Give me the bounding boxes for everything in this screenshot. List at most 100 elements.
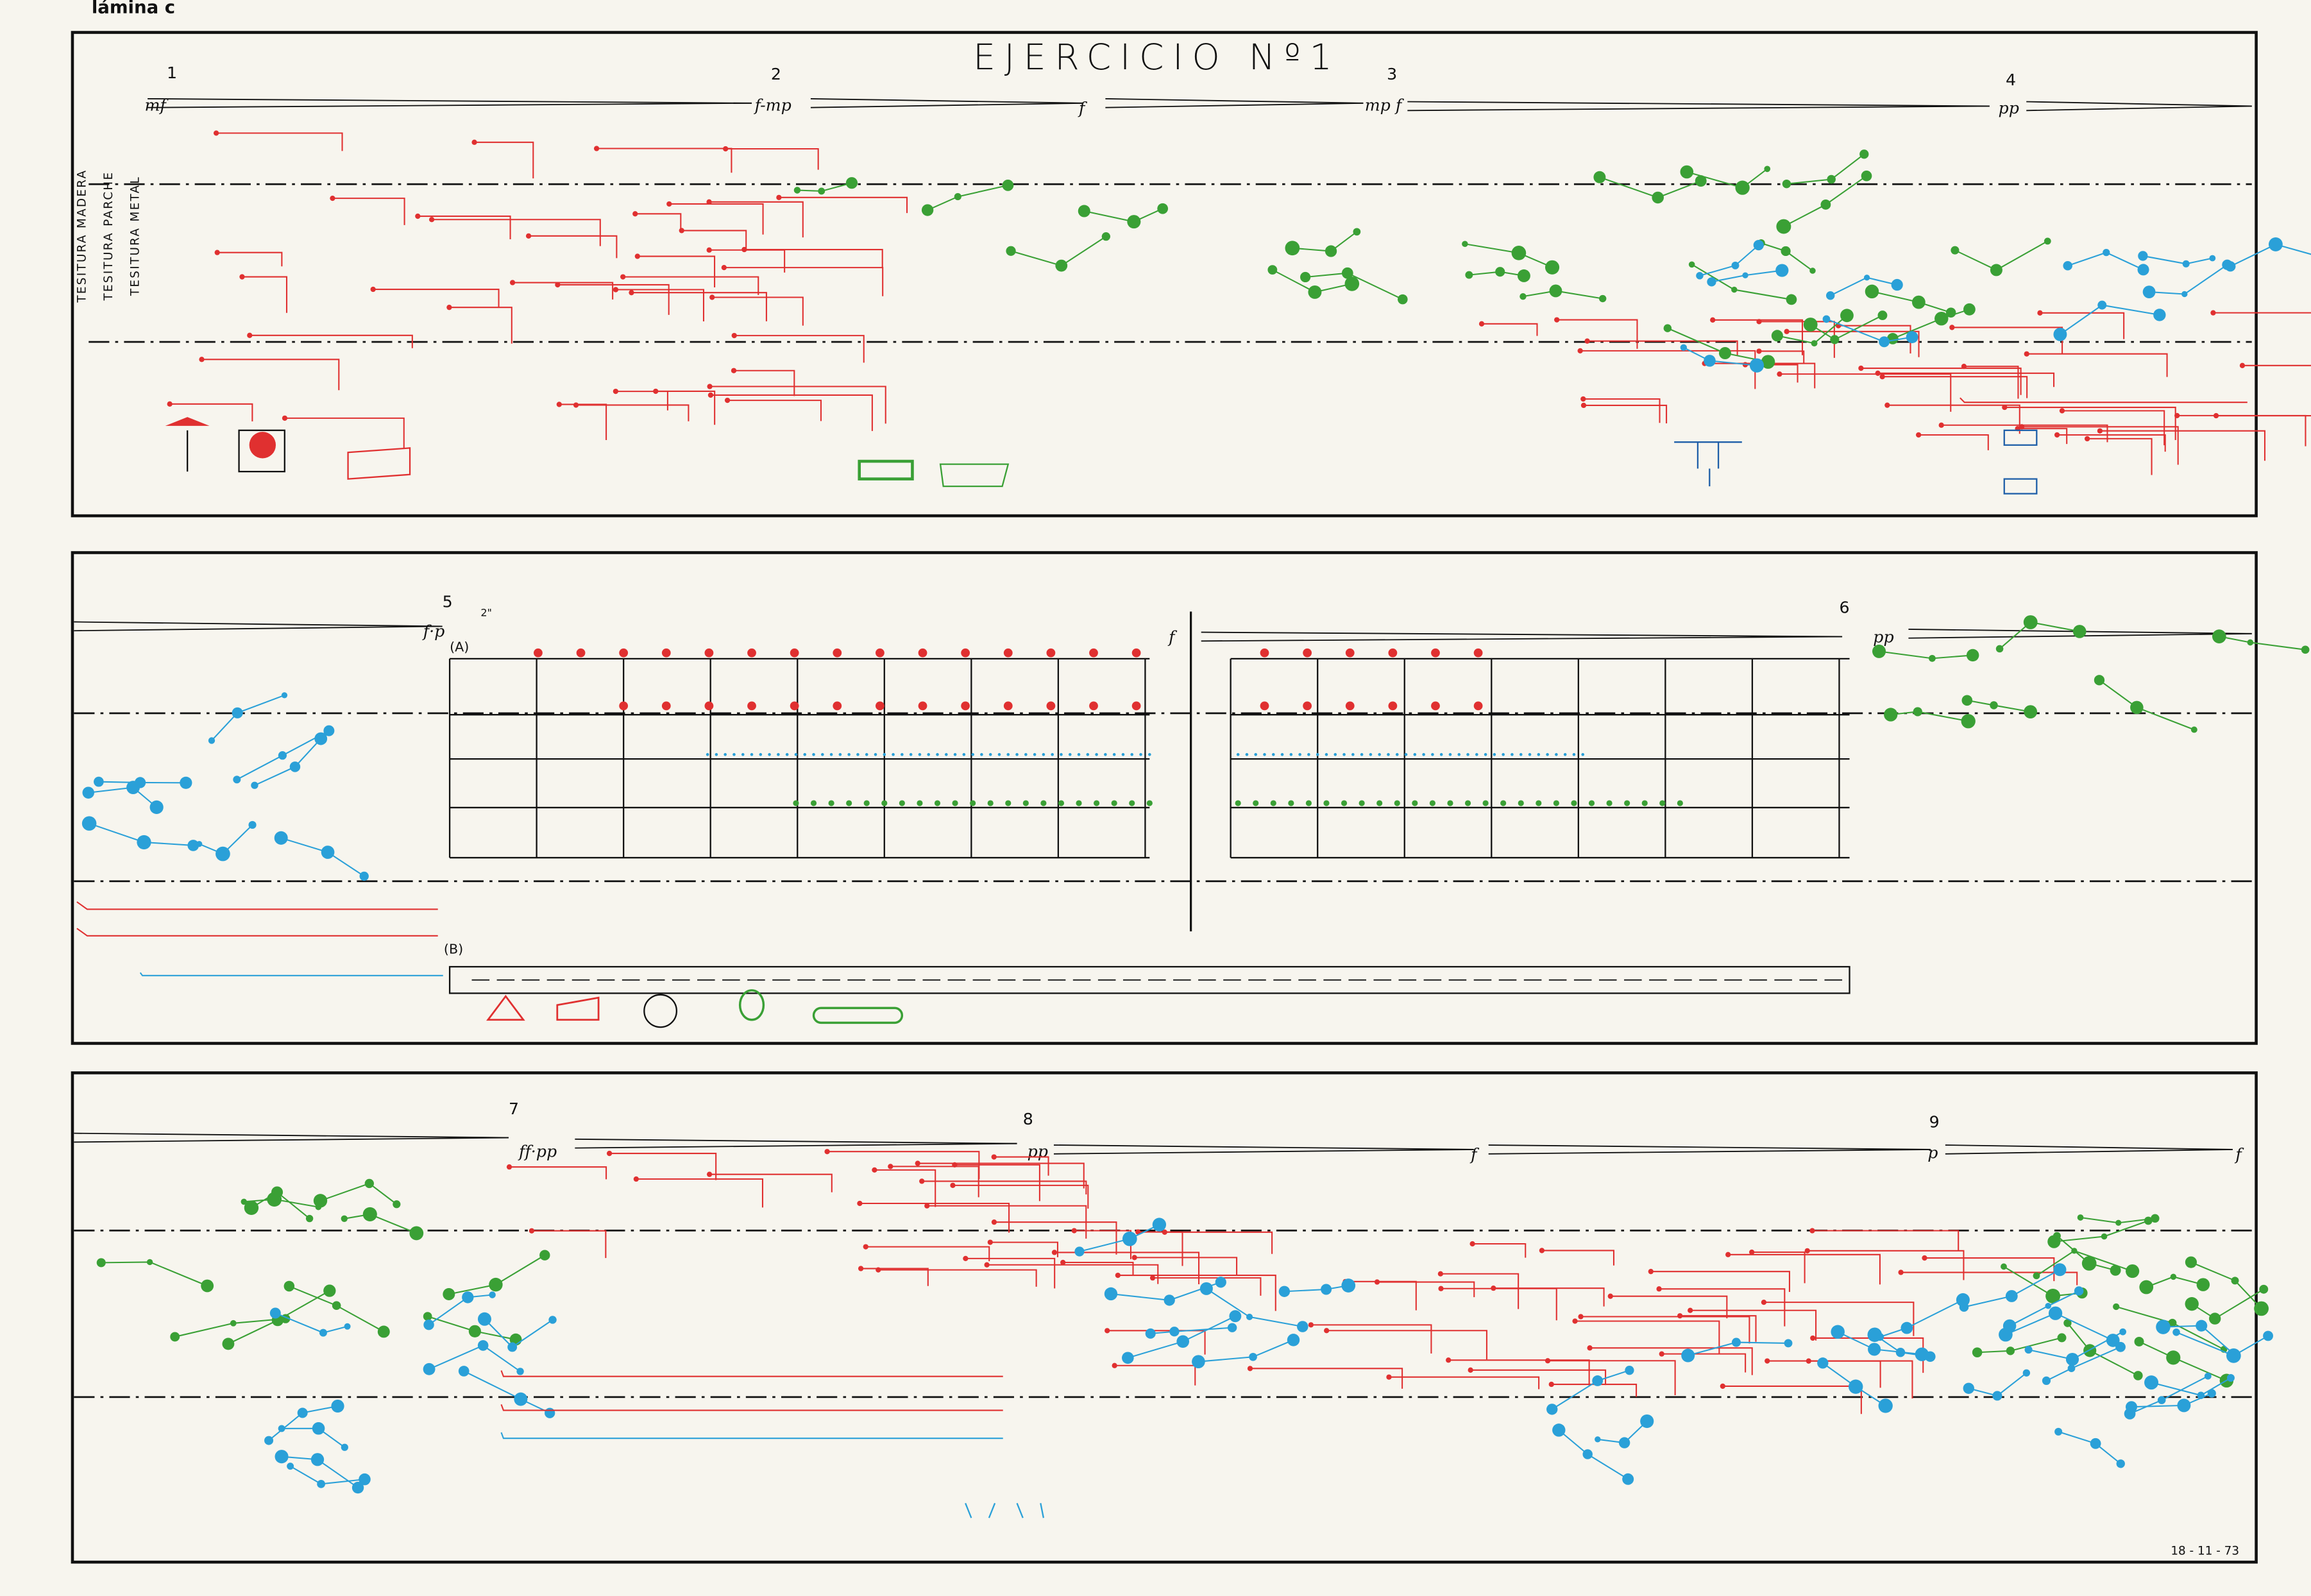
note [666, 201, 672, 207]
note [824, 1149, 830, 1155]
note-link [1272, 269, 1353, 293]
step-line [623, 276, 759, 295]
note [723, 146, 729, 152]
note [2125, 1401, 2138, 1413]
step-line [531, 1230, 607, 1259]
note [768, 752, 771, 756]
note [1606, 800, 1613, 806]
note [1775, 264, 1789, 277]
staff-label: TESITURA METAL [128, 176, 142, 296]
note [952, 800, 958, 806]
step-line [1164, 1231, 1273, 1254]
step-line [1548, 1360, 1676, 1395]
note [909, 752, 913, 756]
note [1033, 752, 1037, 756]
dynamic: pp [1999, 99, 2019, 117]
note [1884, 402, 1890, 408]
dynamic: ff·pp [518, 1142, 557, 1160]
note-link [1305, 272, 1403, 300]
hairpin [1488, 1144, 1931, 1150]
note-link [1079, 1224, 1160, 1253]
note [214, 250, 220, 255]
section-label: (A) [450, 639, 469, 654]
note [1006, 752, 1010, 756]
icon [812, 1006, 904, 1024]
note [1587, 1345, 1593, 1351]
note-link [2149, 264, 2228, 295]
step-line [631, 292, 767, 321]
note-link [1688, 1341, 1789, 1357]
note [1761, 1300, 1767, 1305]
tremolo [139, 972, 443, 976]
note [971, 752, 974, 756]
note [506, 1164, 512, 1170]
note [2226, 1373, 2235, 1382]
note [1060, 752, 1063, 756]
step-line [557, 284, 670, 315]
note [803, 752, 807, 756]
step-line [994, 1156, 1049, 1176]
step-line [217, 251, 283, 267]
note-link [428, 1345, 521, 1372]
note [2063, 260, 2072, 271]
note [1916, 432, 1922, 438]
note [1003, 648, 1013, 658]
note [548, 1316, 557, 1324]
note [1245, 752, 1249, 756]
note [1465, 271, 1473, 279]
note [934, 800, 941, 806]
note [1003, 701, 1013, 711]
note-link [1879, 650, 1973, 659]
note [201, 1279, 214, 1293]
step-line [1580, 1316, 1750, 1344]
step-line [615, 289, 705, 322]
note [747, 701, 756, 711]
note [899, 800, 905, 806]
step-line [284, 417, 405, 448]
note [790, 648, 799, 658]
note [759, 752, 763, 756]
note [984, 1262, 990, 1268]
note-link [289, 1286, 384, 1332]
note [706, 247, 712, 253]
note-link [1206, 1287, 1303, 1328]
note [709, 294, 715, 300]
hairpin [74, 625, 443, 632]
hairpin [2026, 101, 2252, 107]
note [620, 274, 626, 280]
note-link [2190, 1261, 2262, 1309]
note [1429, 800, 1435, 806]
note [1431, 752, 1434, 756]
icon [643, 994, 678, 1028]
note [1641, 800, 1648, 806]
note [1482, 800, 1489, 806]
note [1369, 752, 1373, 756]
step-line [609, 1153, 717, 1180]
note-link [484, 1318, 554, 1348]
staff-label: TESITURA PARCHE [102, 171, 115, 301]
note [794, 752, 798, 756]
note [747, 648, 756, 658]
step-line [1759, 350, 1805, 364]
note [1493, 752, 1496, 756]
step-line [725, 148, 819, 170]
note [1388, 648, 1398, 658]
note [1236, 752, 1240, 756]
note [1149, 1275, 1156, 1281]
note [2190, 726, 2197, 733]
note [1599, 294, 1607, 303]
note [963, 1255, 969, 1262]
step-line [1249, 1368, 1403, 1389]
step-line [1900, 1271, 2078, 1286]
note [1677, 1313, 1683, 1319]
note [679, 228, 684, 233]
note-link [1890, 711, 1968, 722]
step-line [1326, 1330, 1487, 1360]
note [1324, 1328, 1330, 1334]
rehearsal-number: 4 [2006, 71, 2016, 89]
note-link [1667, 327, 1768, 363]
step-line [890, 1166, 979, 1198]
note-link [2219, 636, 2306, 650]
note-link [1999, 621, 2080, 650]
step-line [635, 213, 682, 232]
